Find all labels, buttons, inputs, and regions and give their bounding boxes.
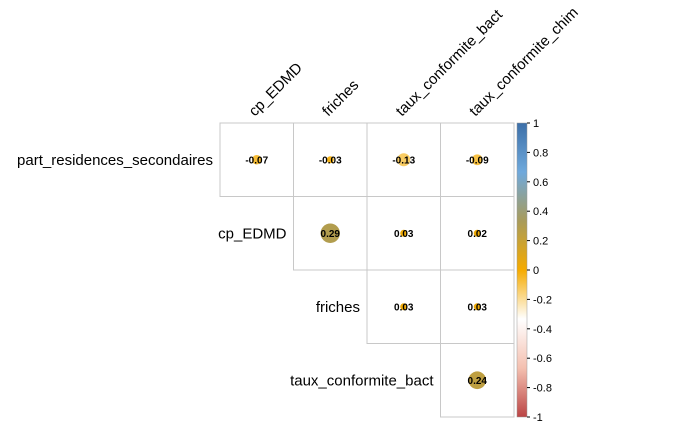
- correlation-circle: [473, 303, 481, 311]
- colorbar-tick-label: -1: [533, 412, 543, 424]
- correlation-value-label: 0.03: [394, 302, 414, 313]
- column-label: friches: [319, 77, 362, 120]
- circle-layer: [251, 153, 487, 390]
- colorbar-tick-label: 0.8: [533, 147, 548, 159]
- colorbar-tick-label: -0.8: [533, 383, 552, 395]
- column-label: cp_EDMD: [246, 59, 306, 119]
- correlation-value-label: 0.03: [468, 302, 488, 313]
- correlation-value-label: -0.13: [392, 155, 415, 166]
- correlation-circle: [473, 229, 481, 237]
- colorbar-tick-label: -0.6: [533, 353, 552, 365]
- correlation-circle: [326, 156, 334, 164]
- correlation-value-label: 0.02: [468, 229, 488, 240]
- colorbar-tick-label: 0: [533, 265, 539, 277]
- correlation-value-label: 0.24: [468, 376, 488, 387]
- correlation-circle: [251, 154, 262, 165]
- row-label: part_residences_secondaires: [17, 152, 213, 169]
- grid-layer: [219, 122, 515, 418]
- value-label-layer: -0.07 -0.03 -0.13 -0.09 0.29 0.03 0.02 0.03 0.03…: [245, 155, 489, 387]
- colorbar-tick-label: -0.4: [533, 324, 552, 336]
- colorbar-tick-label: 1: [533, 118, 539, 130]
- column-labels: cp_EDMD friches taux_conformite_bact tau…: [246, 4, 582, 120]
- row-label: cp_EDMD: [218, 225, 287, 242]
- colorbar-tick-label: -0.2: [533, 294, 552, 306]
- matrix-cell: [366, 269, 441, 344]
- correlation-circle: [400, 229, 408, 237]
- correlation-circle: [471, 154, 483, 166]
- row-label: taux_conformite_bact: [290, 372, 434, 389]
- correlation-value-label: -0.03: [319, 155, 342, 166]
- colorbar-tick-label: 0.2: [533, 236, 548, 248]
- colorbar-gradient: [516, 122, 528, 418]
- correlation-circle: [400, 303, 408, 311]
- correlation-value-label: 0.03: [394, 229, 414, 240]
- colorbar: 1 0.8 0.6 0.4 0.2 0 -0.2 -0.4 -0.6 -0.8 -1: [516, 118, 552, 424]
- correlation-value-label: -0.09: [466, 155, 489, 166]
- correlation-value-label: -0.07: [245, 155, 268, 166]
- correlation-circle: [468, 371, 487, 390]
- correlation-value-label: 0.29: [321, 229, 341, 240]
- row-labels: part_residences_secondaires cp_EDMD fric…: [17, 152, 434, 390]
- colorbar-tick-label: 0.6: [533, 177, 548, 189]
- colorbar-tick-label: 0.4: [533, 206, 548, 218]
- row-label: friches: [316, 299, 360, 316]
- correlation-circle: [320, 223, 340, 243]
- correlation-circle: [397, 153, 411, 167]
